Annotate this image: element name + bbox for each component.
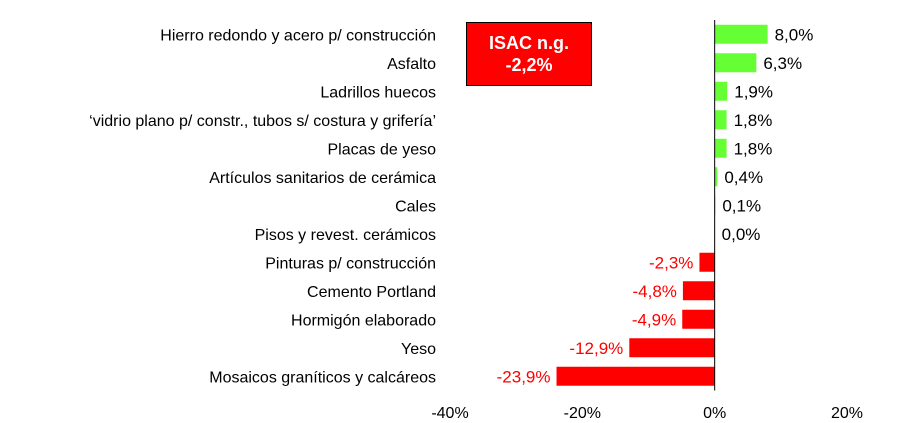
- bars-group: [556, 24, 768, 386]
- isac-annotation-title: ISAC n.g.: [489, 33, 569, 53]
- value-label-0: 8,0%: [775, 25, 814, 44]
- x-axis-ticks-group: -40% -20% 0% 20%: [431, 405, 863, 422]
- bar-1: [714, 53, 757, 73]
- category-label-4: Placas de yeso: [327, 141, 436, 158]
- category-label-11: Yeso: [401, 341, 436, 358]
- value-label-3: 1,8%: [734, 111, 773, 130]
- value-label-2: 1,9%: [734, 82, 773, 101]
- bar-8: [699, 252, 715, 272]
- category-labels-group: Hierro redondo y acero p/ construcción As…: [89, 27, 436, 386]
- x-tick-label-1: -20%: [564, 405, 601, 422]
- value-label-5: 0,4%: [724, 168, 763, 187]
- category-label-7: Pisos y revest. cerámicos: [255, 227, 436, 244]
- value-label-12: -23,9%: [497, 367, 551, 386]
- bar-10: [682, 309, 715, 329]
- isac-annotation-box: ISAC n.g. -2,2%: [466, 22, 592, 86]
- category-label-9: Cemento Portland: [307, 284, 436, 301]
- bar-9: [682, 281, 715, 301]
- value-label-9: -4,8%: [632, 282, 676, 301]
- value-label-4: 1,8%: [734, 139, 773, 158]
- value-labels-group: 8,0% 6,3% 1,9% 1,8% 1,8% 0,4% 0,1% 0,0% -2,3% -4,…: [497, 25, 814, 386]
- x-tick-label-2: 0%: [703, 405, 726, 422]
- category-label-5: Artículos sanitarios de cerámica: [209, 170, 436, 187]
- isac-annotation-value: -2,2%: [505, 55, 553, 75]
- bar-2: [714, 81, 728, 101]
- category-label-1: Asfalto: [387, 56, 436, 73]
- value-label-1: 6,3%: [763, 54, 802, 73]
- category-label-8: Pinturas p/ construcción: [265, 255, 436, 272]
- value-label-7: 0,0%: [722, 225, 761, 244]
- bar-5: [714, 167, 718, 187]
- category-label-3: ‘vidrio plano p/ constr., tubos s/ costu…: [89, 113, 436, 130]
- bar-12: [556, 366, 715, 386]
- x-tick-label-3: 20%: [831, 405, 863, 422]
- category-label-2: Ladrillos huecos: [320, 84, 436, 101]
- value-label-6: 0,1%: [722, 196, 761, 215]
- category-label-10: Hormigón elaborado: [291, 312, 436, 329]
- category-label-0: Hierro redondo y acero p/ construcción: [160, 27, 436, 44]
- bar-11: [629, 338, 715, 358]
- category-label-6: Cales: [395, 198, 436, 215]
- value-label-11: -12,9%: [569, 339, 623, 358]
- x-tick-label-0: -40%: [431, 405, 468, 422]
- value-label-8: -2,3%: [649, 253, 693, 272]
- value-label-10: -4,9%: [632, 310, 676, 329]
- category-label-12: Mosaicos graníticos y calcáreos: [209, 369, 436, 386]
- bar-0: [714, 24, 768, 44]
- bar-4: [714, 138, 727, 158]
- bar-3: [714, 110, 727, 130]
